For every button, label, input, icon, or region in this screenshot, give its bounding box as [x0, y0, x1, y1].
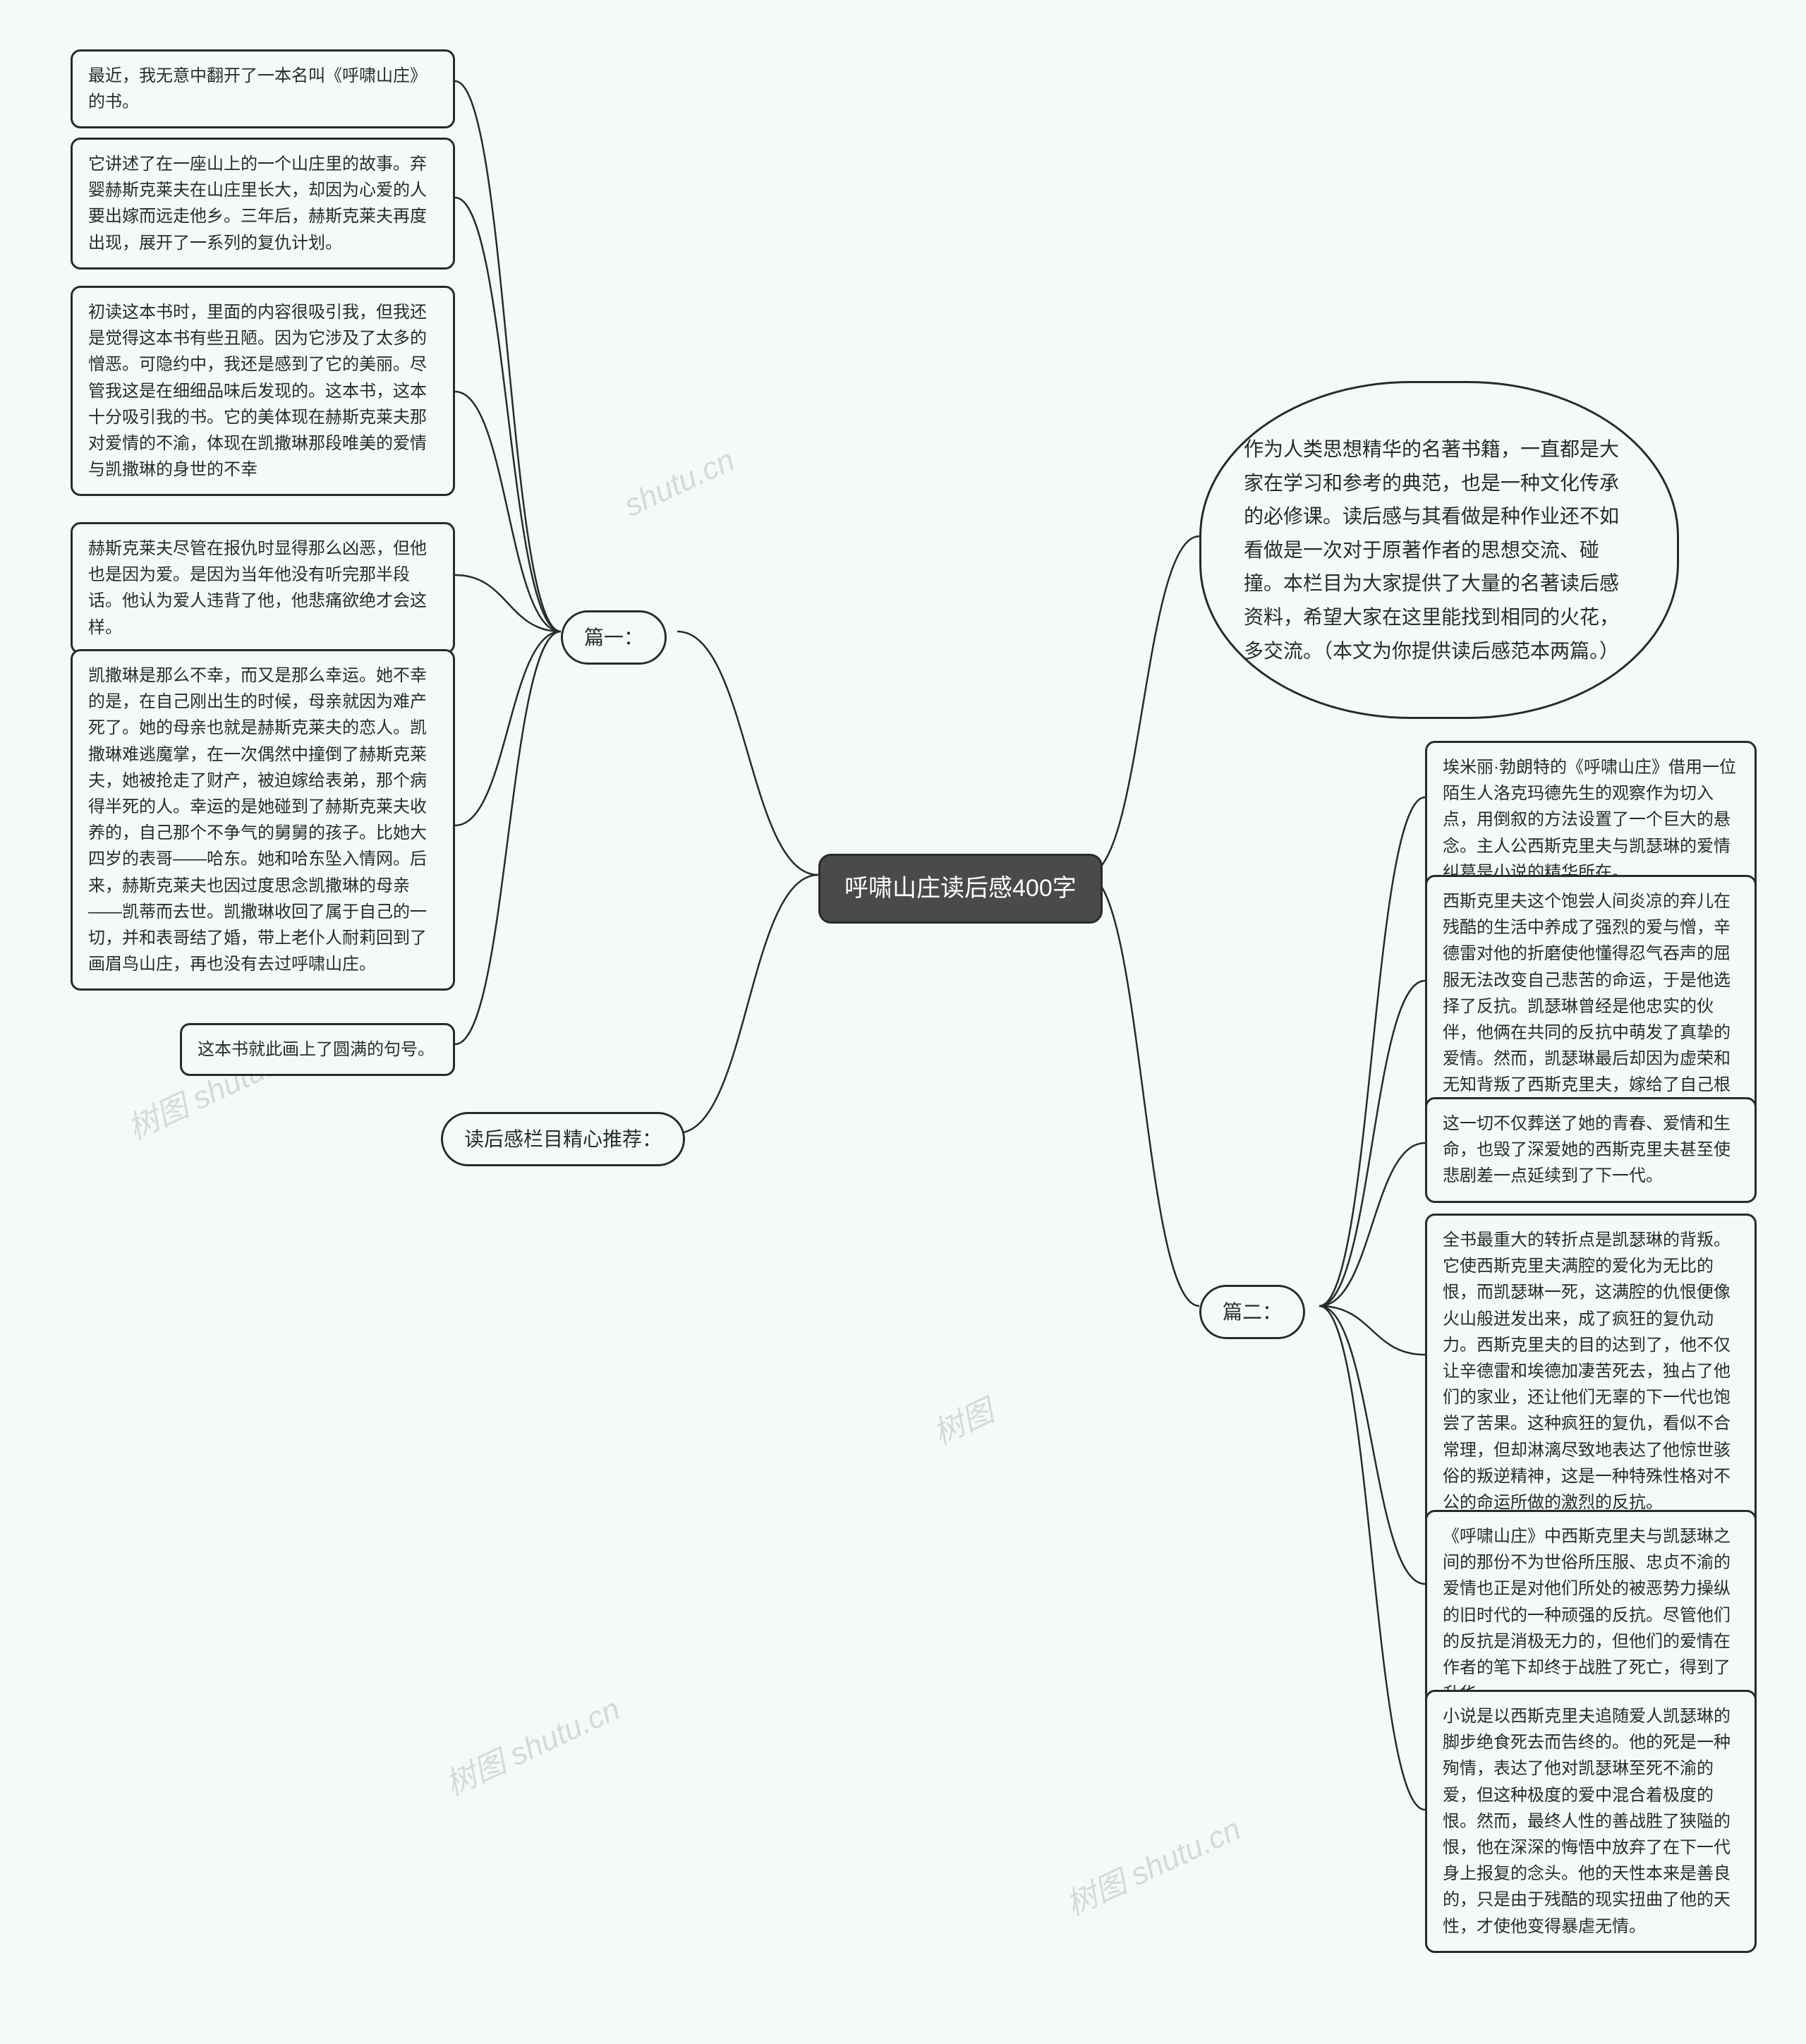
leaf-l1-2: 初读这本书时，里面的内容很吸引我，但我还是觉得这本书有些丑陋。因为它涉及了太多的… — [71, 286, 455, 496]
leaf-l1-5: 这本书就此画上了圆满的句号。 — [180, 1023, 455, 1076]
right-oval: 作为人类思想精华的名著书籍，一直都是大家在学习和参考的典范，也是一种文化传承的必… — [1199, 381, 1679, 719]
leaf-r2-3: 全书最重大的转折点是凯瑟琳的背叛。它使西斯克里夫满腔的爱化为无比的恨，而凯瑟琳一… — [1425, 1214, 1757, 1529]
watermark: 树图 — [925, 1386, 1000, 1453]
leaf-l1-0: 最近，我无意中翻开了一本名叫《呼啸山庄》的书。 — [71, 49, 455, 128]
watermark: 树图 shutu.cn — [1057, 1804, 1247, 1925]
leaf-l1-1: 它讲述了在一座山上的一个山庄里的故事。弃婴赫斯克莱夫在山庄里长大，却因为心爱的人… — [71, 138, 455, 270]
watermark: shutu.cn — [619, 442, 740, 524]
branch-left-2: 读后感栏目精心推荐： — [441, 1112, 685, 1166]
leaf-r2-2: 这一切不仅葬送了她的青春、爱情和生命，也毁了深爱她的西斯克里夫甚至使悲剧差一点延… — [1425, 1097, 1757, 1203]
center-node: 呼啸山庄读后感400字 — [818, 854, 1103, 924]
branch-left-1: 篇一： — [561, 610, 667, 665]
leaf-l1-3: 赫斯克莱夫尽管在报仇时显得那么凶恶，但他也是因为爱。是因为当年他没有听完那半段话… — [71, 522, 455, 654]
branch-right-2: 篇二： — [1199, 1285, 1305, 1339]
leaf-r2-5: 小说是以西斯克里夫追随爱人凯瑟琳的脚步绝食死去而告终的。他的死是一种殉情，表达了… — [1425, 1690, 1757, 1953]
leaf-l1-4: 凯撒琳是那么不幸，而又是那么幸运。她不幸的是，在自己刚出生的时候，母亲就因为难产… — [71, 649, 455, 991]
watermark: 树图 shutu.cn — [437, 1684, 626, 1805]
leaf-r2-4: 《呼啸山庄》中西斯克里夫与凯瑟琳之间的那份不为世俗所压服、忠贞不渝的爱情也正是对… — [1425, 1510, 1757, 1720]
